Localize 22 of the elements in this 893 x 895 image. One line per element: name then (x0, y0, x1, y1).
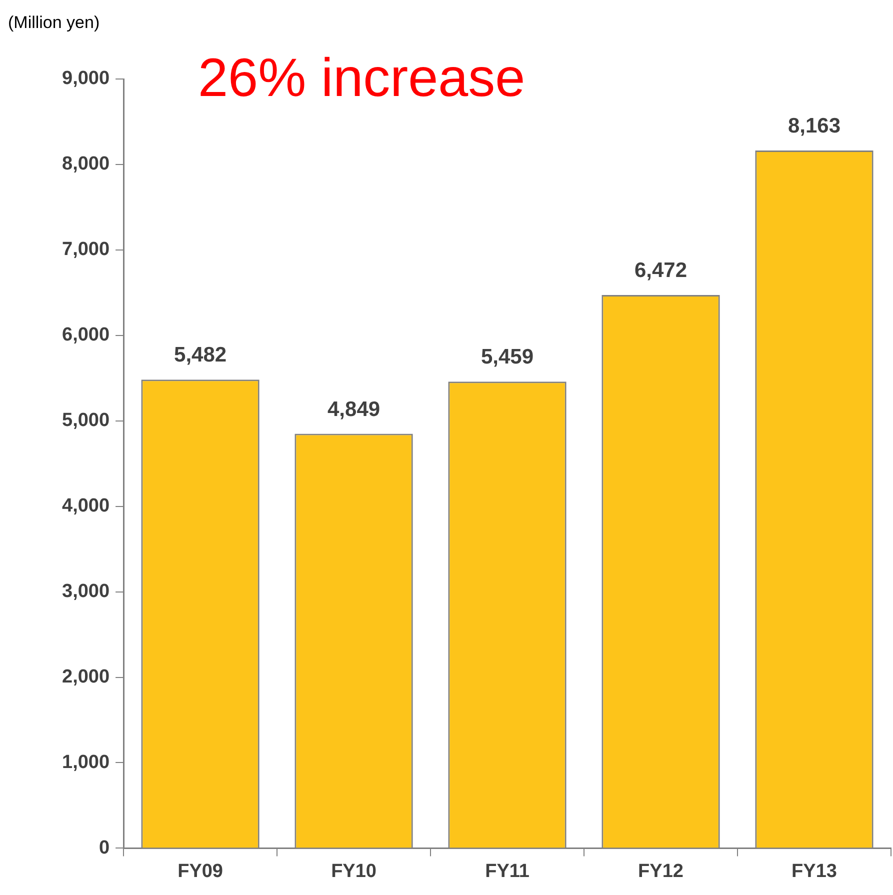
x-tick-label: FY12 (638, 860, 684, 882)
y-tick-label: 5,000 (62, 410, 110, 432)
y-tick-label: 9,000 (62, 68, 110, 90)
x-tick-label: FY09 (178, 860, 224, 882)
data-label: 6,472 (634, 259, 688, 282)
x-tick-label: FY10 (331, 860, 376, 882)
y-tick-label: 1,000 (62, 752, 110, 773)
y-tick-label: 7,000 (62, 239, 110, 260)
data-label: 5,482 (174, 344, 227, 367)
y-tick-label: 0 (98, 837, 110, 858)
data-label: 4,849 (328, 398, 380, 421)
y-axis-title: (Million yen) (8, 13, 100, 32)
x-tick-label: FY13 (792, 860, 837, 882)
y-tick-label: 8,000 (62, 154, 110, 175)
y-tick-label: 4,000 (62, 496, 110, 517)
y-tick-label: 6,000 (62, 324, 110, 346)
y-tick-label: 2,000 (62, 666, 110, 688)
data-label: 8,163 (788, 114, 841, 138)
annotation: 26% increase (198, 48, 526, 108)
y-tick-label: 3,000 (62, 581, 110, 602)
x-tick-label: FY11 (485, 860, 530, 882)
data-label: 5,459 (480, 346, 534, 369)
